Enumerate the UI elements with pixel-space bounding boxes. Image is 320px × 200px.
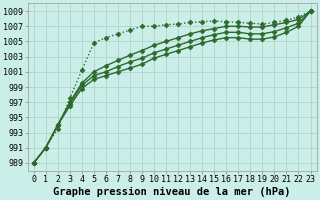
X-axis label: Graphe pression niveau de la mer (hPa): Graphe pression niveau de la mer (hPa) bbox=[53, 186, 291, 197]
